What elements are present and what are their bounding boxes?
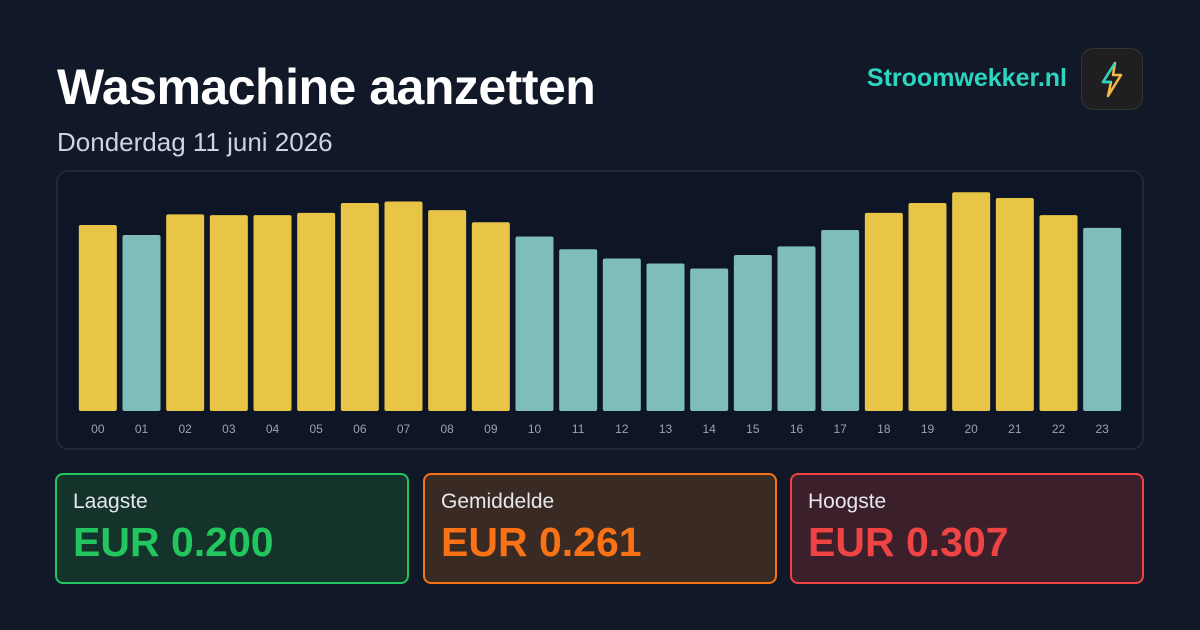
x-tick-label: 18 [877, 422, 891, 436]
bar [384, 201, 423, 411]
x-tick-label: 14 [702, 422, 716, 436]
brand: Stroomwekker.nl [866, 64, 1067, 92]
bar [78, 225, 117, 411]
title: Wasmachine aanzetten [57, 59, 596, 115]
stat-label: Gemiddelde [441, 490, 555, 513]
x-tick-label: 21 [1008, 422, 1022, 436]
stat-value: EUR 0.307 [808, 519, 1009, 565]
stat-label: Hoogste [808, 490, 887, 513]
bar [297, 212, 336, 411]
x-tick-label: 07 [397, 422, 411, 436]
x-tick-label: 19 [921, 422, 935, 436]
x-tick-label: 02 [178, 422, 192, 436]
stat-card: Laagste EUR 0.200 [55, 473, 409, 584]
x-tick-label: 11 [572, 422, 585, 436]
stat-card: Gemiddelde EUR 0.261 [423, 473, 777, 584]
x-tick-label: 15 [746, 422, 760, 436]
bar [559, 249, 598, 411]
x-tick-label: 23 [1095, 422, 1109, 436]
bar [428, 210, 467, 411]
stat-value: EUR 0.200 [73, 519, 274, 565]
bar [952, 192, 991, 411]
bar [122, 235, 161, 411]
stat-label: Laagste [73, 490, 148, 513]
x-tick-label: 12 [615, 422, 629, 436]
bar [690, 268, 729, 411]
x-tick-label: 10 [528, 422, 542, 436]
chart: 00 01 02 03 04 05 06 07 08 09 10 11 12 13 14 15 16 17 18 19… [78, 192, 1122, 436]
bolt [1101, 61, 1123, 98]
bar [471, 222, 510, 411]
bar [166, 214, 205, 411]
bar [908, 202, 947, 411]
brand-icon [1081, 48, 1143, 110]
x-tick-label: 05 [309, 422, 323, 436]
bar [733, 254, 772, 411]
x-tick-label: 04 [266, 422, 280, 436]
bar [253, 215, 292, 411]
bar [864, 212, 903, 411]
bar [995, 197, 1034, 411]
bar [515, 236, 554, 411]
bar [1039, 215, 1078, 411]
bar [602, 258, 641, 411]
x-tick-label: 16 [790, 422, 804, 436]
x-tick-label: 06 [353, 422, 367, 436]
bar [777, 246, 816, 411]
subtitle: Donderdag 11 juni 2026 [57, 127, 333, 157]
x-tick-label: 22 [1052, 422, 1066, 436]
x-tick-label: 17 [833, 422, 847, 436]
x-tick-label: 03 [222, 422, 236, 436]
bar [209, 215, 248, 411]
x-tick-label: 01 [135, 422, 149, 436]
bar [1083, 227, 1122, 411]
x-tick-label: 09 [484, 422, 498, 436]
bar [646, 263, 685, 411]
x-tick-label: 00 [91, 422, 105, 436]
x-tick-label: 08 [440, 422, 454, 436]
stat-card: Hoogste EUR 0.307 [790, 473, 1144, 584]
x-tick-label: 13 [659, 422, 673, 436]
bar [821, 230, 860, 411]
bar [340, 202, 379, 411]
stat-value: EUR 0.261 [441, 519, 642, 565]
x-tick-label: 20 [964, 422, 978, 436]
